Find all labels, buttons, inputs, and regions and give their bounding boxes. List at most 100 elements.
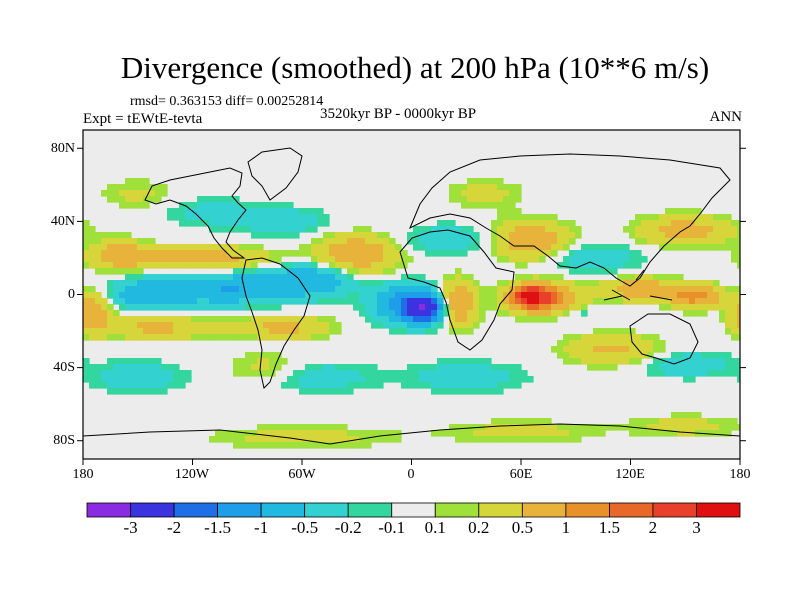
field-cell: [533, 424, 540, 431]
field-cell: [605, 262, 612, 269]
field-cell: [89, 286, 96, 293]
field-cell: [161, 298, 168, 305]
field-cell: [719, 364, 726, 371]
field-cell: [383, 244, 390, 251]
field-cell: [599, 298, 606, 305]
field-cell: [629, 232, 636, 239]
field-cell: [149, 322, 156, 329]
field-cell: [581, 244, 588, 251]
field-cell: [347, 274, 354, 281]
field-cell: [599, 262, 606, 269]
field-cell: [467, 274, 474, 281]
field-cell: [419, 370, 426, 377]
field-cell: [263, 220, 270, 227]
field-cell: [449, 382, 456, 389]
field-cell: [95, 262, 102, 269]
field-cell: [503, 238, 510, 245]
field-cell: [683, 370, 690, 377]
field-cell: [113, 364, 120, 371]
lon-label-180e: 180: [729, 467, 751, 482]
field-cell: [533, 430, 540, 437]
field-cell: [191, 208, 198, 215]
field-cell: [731, 310, 738, 317]
field-cell: [431, 382, 438, 389]
field-cell: [611, 424, 618, 431]
field-cell: [131, 274, 138, 281]
field-cell: [293, 220, 300, 227]
field-cell: [137, 184, 144, 191]
field-cell: [425, 232, 432, 239]
field-cell: [599, 268, 606, 275]
field-cell: [251, 430, 258, 437]
field-cell: [731, 226, 738, 233]
field-cell: [251, 364, 258, 371]
field-cell: [155, 286, 162, 293]
field-cell: [203, 220, 210, 227]
field-cell: [95, 364, 102, 371]
field-cell: [557, 430, 564, 437]
field-cell: [617, 352, 624, 359]
field-cell: [419, 298, 426, 305]
colorbar-label: -2: [166, 518, 182, 537]
field-cell: [737, 220, 740, 227]
field-cell: [503, 196, 510, 203]
field-cell: [563, 232, 570, 239]
field-cell: [143, 184, 150, 191]
field-cell: [341, 232, 348, 239]
field-cell: [353, 364, 360, 371]
field-cell: [191, 262, 198, 269]
field-cell: [137, 328, 144, 335]
field-cell: [167, 280, 174, 287]
field-cell: [647, 418, 654, 425]
field-cell: [323, 442, 330, 449]
field-cell: [347, 442, 354, 449]
field-cell: [263, 370, 270, 377]
field-cell: [449, 184, 456, 191]
field-cell: [101, 190, 108, 197]
field-cell: [647, 226, 654, 233]
field-cell: [545, 298, 552, 305]
field-cell: [299, 280, 306, 287]
field-cell: [419, 364, 426, 371]
field-cell: [143, 304, 150, 311]
colorbar-label: -0.5: [291, 518, 319, 537]
field-cell: [293, 208, 300, 215]
field-cell: [371, 436, 378, 443]
field-cell: [209, 334, 216, 341]
field-cell: [503, 250, 510, 257]
field-cell: [731, 298, 738, 305]
field-cell: [155, 328, 162, 335]
field-cell: [149, 388, 156, 395]
field-cell: [227, 280, 234, 287]
field-cell: [233, 292, 240, 299]
field-cell: [689, 310, 696, 317]
field-cell: [461, 358, 468, 365]
field-cell: [227, 250, 234, 257]
field-cell: [605, 280, 612, 287]
field-cell: [377, 292, 384, 299]
field-cell: [671, 358, 678, 365]
field-cell: [521, 250, 528, 257]
field-cell: [191, 298, 198, 305]
field-cell: [569, 280, 576, 287]
field-cell: [341, 274, 348, 281]
field-cell: [203, 322, 210, 329]
field-cell: [593, 280, 600, 287]
field-cell: [371, 250, 378, 257]
field-cell: [683, 208, 690, 215]
field-cell: [299, 436, 306, 443]
field-cell: [587, 298, 594, 305]
field-cell: [569, 346, 576, 353]
field-cell: [371, 280, 378, 287]
field-cell: [353, 280, 360, 287]
field-cell: [275, 250, 282, 257]
field-cell: [269, 304, 276, 311]
field-cell: [665, 232, 672, 239]
field-cell: [683, 232, 690, 239]
field-cell: [377, 280, 384, 287]
field-cell: [113, 232, 120, 239]
field-cell: [491, 436, 498, 443]
field-cell: [425, 238, 432, 245]
field-cell: [119, 316, 126, 323]
field-cell: [497, 232, 504, 239]
